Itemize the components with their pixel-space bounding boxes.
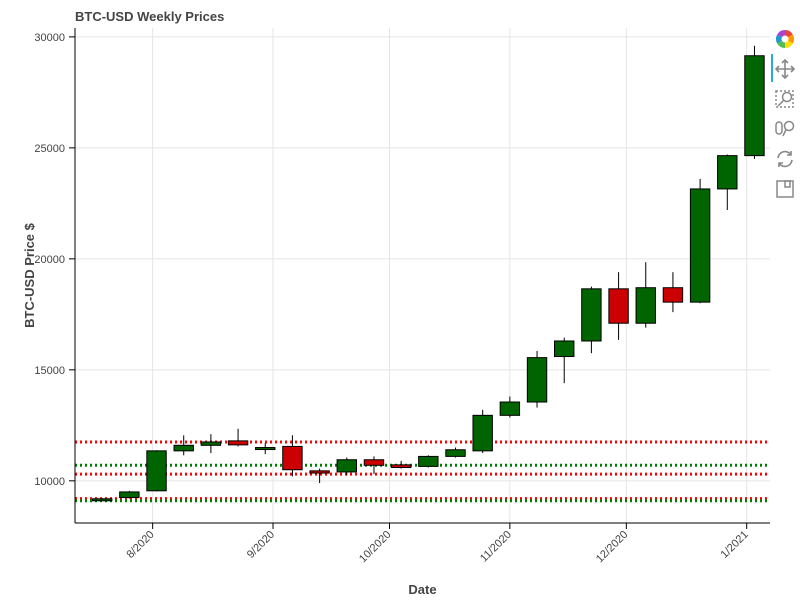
x-tick-label: 8/2020 (124, 529, 156, 561)
candle-body-up (717, 155, 738, 190)
pan-icon[interactable] (774, 58, 796, 80)
candle-body-up (581, 288, 602, 342)
y-axis-label: BTC-USD Price $ (22, 222, 37, 328)
x-tick-label: 10/2020 (357, 529, 394, 566)
y-tick-label: 30000 (34, 32, 65, 44)
candle-body-up (526, 357, 548, 403)
y-tick-label: 25000 (34, 143, 65, 155)
bokeh-logo-icon[interactable] (774, 28, 796, 50)
candle-layer (91, 45, 765, 502)
candle-body-up (336, 459, 357, 473)
candle-body-down (662, 287, 684, 303)
candle-body-up (499, 401, 521, 416)
candle-body-down (363, 459, 385, 466)
y-tick-label: 15000 (34, 365, 65, 377)
candle-body-up (689, 188, 711, 303)
box-zoom-icon[interactable] (774, 88, 796, 110)
y-tick-label: 10000 (34, 476, 65, 488)
x-tick-label: 11/2020 (478, 529, 514, 565)
candle-body-up (173, 444, 194, 452)
wheel-zoom-icon[interactable] (774, 118, 796, 140)
candle-body-down (309, 470, 330, 474)
axis-layer: 10000 15000 20000 25000 30000 8/2020 9/2020 10/… (22, 28, 770, 597)
active-tool-indicator (771, 54, 773, 82)
candle-body-down (608, 288, 629, 324)
x-tick-label: 12/2020 (594, 529, 631, 566)
candle-body-up (418, 455, 439, 467)
y-tick-label: 20000 (34, 254, 65, 266)
candle-body-down (390, 464, 412, 469)
candle-body-up (554, 340, 575, 358)
candle-body-down (282, 445, 303, 471)
level-layer (75, 440, 770, 503)
candle-body-up (255, 447, 276, 451)
candle-body-down (227, 440, 249, 446)
x-axis-label: Date (408, 582, 436, 597)
save-icon[interactable] (774, 178, 796, 200)
candle-body-up (119, 491, 140, 498)
candle-body-up (744, 55, 765, 157)
candle-body-up (200, 441, 222, 446)
toolbar (771, 28, 800, 208)
candle-body-up (472, 414, 493, 452)
x-tick-label: 1/2021 (719, 529, 751, 561)
candle-body-up (635, 287, 656, 324)
candle-body-up (445, 449, 466, 457)
candle-body-up (146, 450, 167, 492)
reset-icon[interactable] (774, 148, 796, 170)
x-tick-label: 9/2020 (245, 529, 277, 561)
candle-body-up (91, 498, 113, 502)
chart-title: BTC-USD Weekly Prices (75, 9, 225, 24)
